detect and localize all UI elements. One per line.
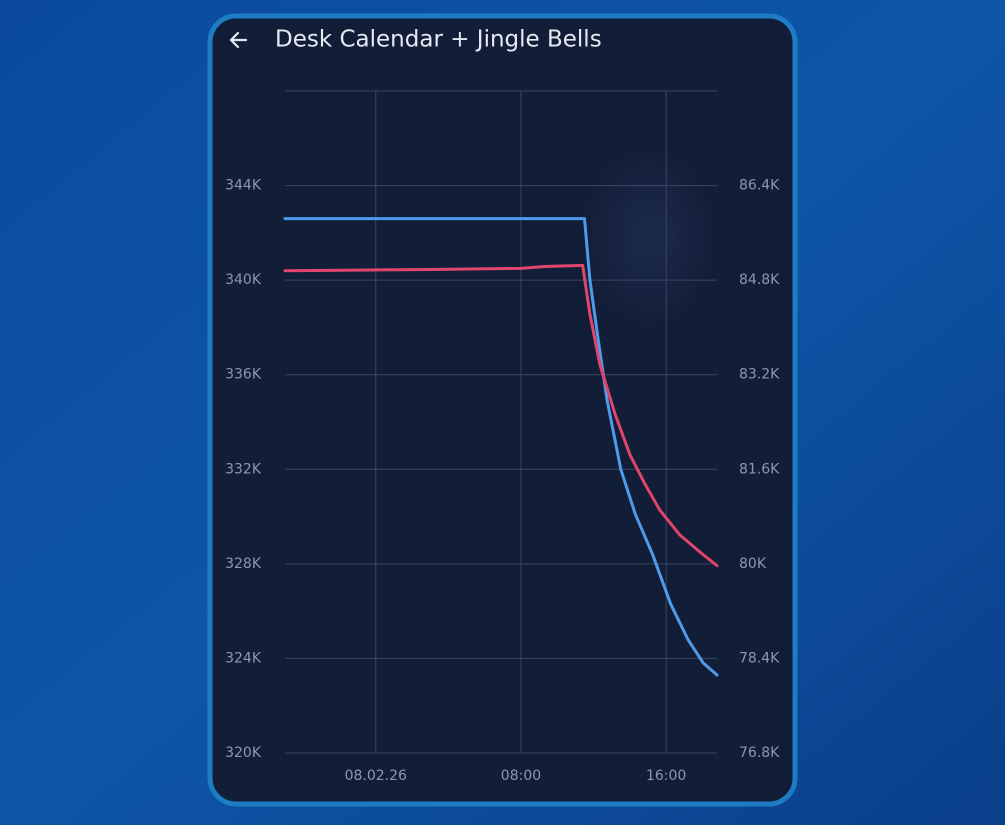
x-tick-label: 16:00	[646, 768, 686, 784]
series-line	[283, 263, 719, 568]
y-tick-label: 336K	[225, 367, 262, 383]
y2-tick-label: 83.2K	[739, 367, 780, 383]
y2-tick-label: 80K	[739, 556, 767, 572]
chart-title: Desk Calendar + Jingle Bells	[275, 27, 602, 53]
card	[207, 13, 798, 807]
y2-tick-label: 86.4K	[739, 178, 780, 194]
plot: 320K 324K 328K 332K 336K 340K 344K 76.8K 78.4K 80…	[225, 91, 780, 784]
y-tick-label: 320K	[225, 745, 262, 761]
y2-tick-label: 78.4K	[739, 650, 780, 666]
y2-tick-label: 76.8K	[739, 745, 780, 761]
y2-tick-label: 81.6K	[739, 461, 780, 477]
x-tick-label: 08:00	[501, 768, 541, 784]
series-line	[283, 217, 719, 677]
x-tick-label: 08.02.26	[345, 768, 407, 784]
y-tick-label: 332K	[225, 461, 262, 477]
y2-tick-label: 84.8K	[739, 272, 780, 288]
back-arrow[interactable]	[229, 31, 248, 49]
y-tick-label: 344K	[225, 178, 262, 194]
y-tick-label: 324K	[225, 650, 262, 666]
y-tick-label: 340K	[225, 272, 262, 288]
y-tick-label: 328K	[225, 556, 262, 572]
